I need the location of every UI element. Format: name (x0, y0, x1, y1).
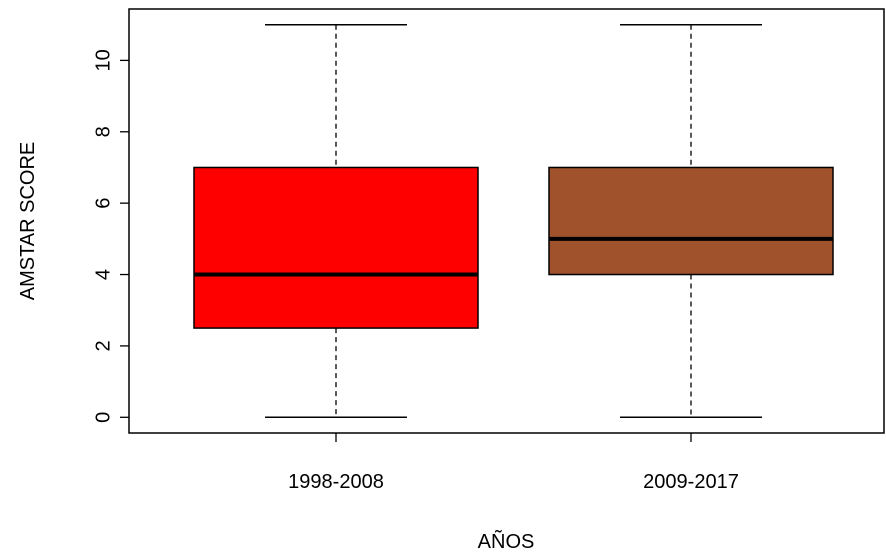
y-tick-label: 10 (92, 49, 114, 71)
y-tick-label: 2 (92, 340, 114, 351)
plot-frame (128, 8, 885, 434)
box-group-2009-2017 (548, 23, 834, 419)
box-iqr (193, 166, 479, 329)
y-tick-label: 6 (92, 198, 114, 209)
x-tick-label: 2009-2017 (643, 471, 739, 493)
y-tick-label: 4 (92, 269, 114, 280)
x-tick-label: 1998-2008 (288, 471, 384, 493)
y-tick-label: 8 (92, 126, 114, 137)
box-iqr (548, 166, 834, 276)
box-group-1998-2008 (193, 23, 479, 419)
y-tick-label: 0 (92, 412, 114, 423)
y-axis-label: AMSTAR SCORE (17, 142, 39, 301)
x-axis-label: AÑOS (478, 529, 535, 553)
